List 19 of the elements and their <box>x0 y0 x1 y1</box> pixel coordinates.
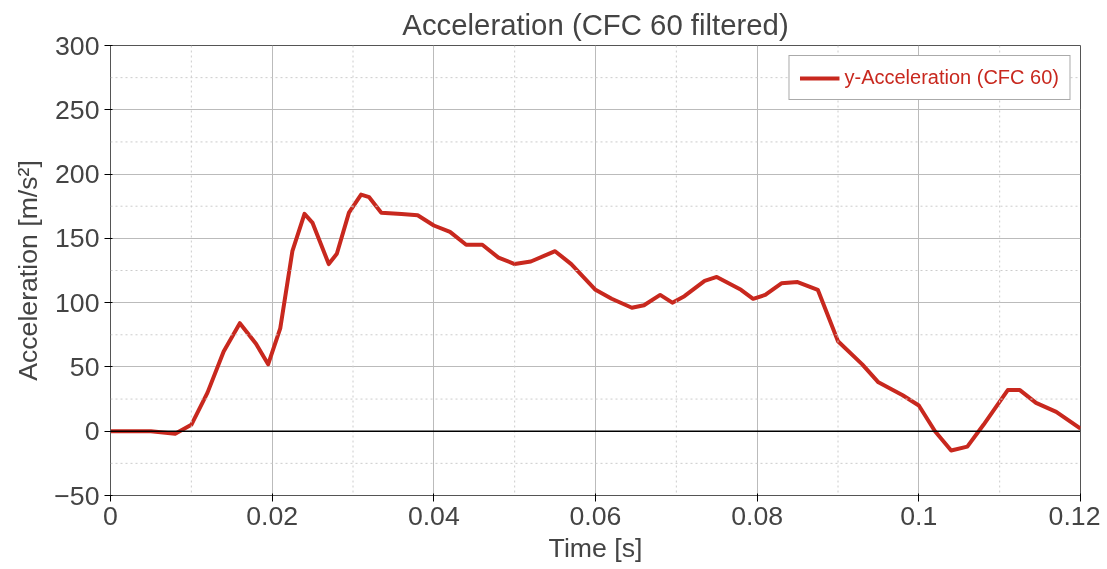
y-axis-title: Acceleration [m/s²] <box>13 160 44 381</box>
y-tick-label: 150 <box>55 223 100 254</box>
chart-title: Acceleration (CFC 60 filtered) <box>402 7 789 41</box>
line-series <box>110 192 1081 453</box>
x-tick-label: 0.1 <box>900 500 938 531</box>
y-tick-label: −50 <box>54 480 100 511</box>
y-tick-label: 250 <box>55 94 100 125</box>
y-tick-label: 300 <box>55 30 100 61</box>
y-tick-label: 50 <box>69 351 100 382</box>
x-tick-label: 0.12 <box>1048 500 1101 531</box>
x-axis-title: Time [s] <box>548 532 643 563</box>
x-tick-label: 0.08 <box>731 500 784 531</box>
legend-label: y-Acceleration (CFC 60) <box>844 66 1059 89</box>
y-tick-label: 200 <box>55 159 100 190</box>
y-tick-label: 100 <box>55 287 100 318</box>
x-tick-label: 0.06 <box>569 500 622 531</box>
x-tick-label: 0.04 <box>407 500 460 531</box>
x-tick-label: 0.02 <box>246 500 299 531</box>
y-tick-label: 0 <box>84 416 100 447</box>
